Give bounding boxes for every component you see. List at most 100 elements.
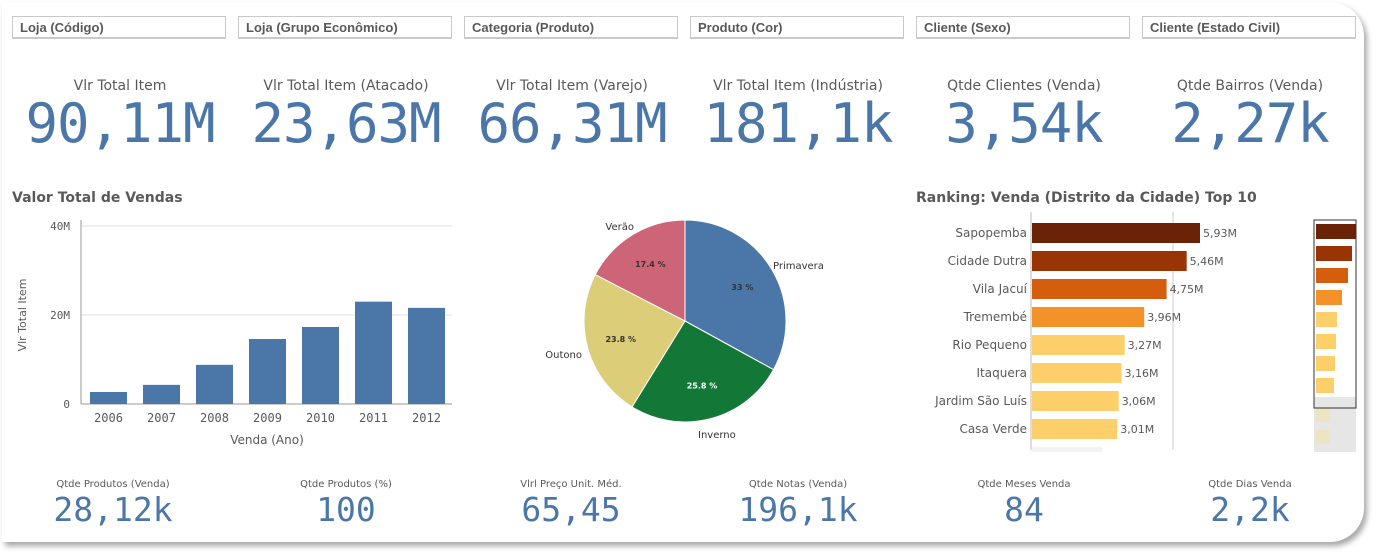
kpi-card-small[interactable]: Qtde Meses Venda 84 <box>924 479 1124 528</box>
minimap-bar <box>1316 268 1348 283</box>
bar-2009[interactable] <box>249 339 286 404</box>
kpi-label: Qtde Notas (Venda) <box>748 479 848 490</box>
kpi-card[interactable]: Qtde Clientes (Venda) 3,54k <box>914 78 1134 152</box>
minimap-bar <box>1316 430 1330 444</box>
rank-bar-partial <box>1032 447 1102 452</box>
kpi-card-small[interactable]: Qtde Produtos (Venda) 28,12k <box>13 479 213 528</box>
ranking-title: Ranking: Venda (Distrito da Cidade) Top … <box>916 190 1257 206</box>
season-pie-chart[interactable]: 33 % Primavera 25.8 % Inverno 23.8 % Outono 17… <box>530 205 830 450</box>
kpi-card[interactable]: Vlr Total Item 90,11M <box>10 78 230 152</box>
pie-percent-label: 17.4 % <box>635 260 666 269</box>
bar-2008[interactable] <box>196 364 233 404</box>
pie-category-label: Outono <box>545 350 582 361</box>
filter-listbox[interactable]: Loja (Grupo Econômico) <box>238 16 452 39</box>
sales-chart-title: Valor Total de Vendas <box>12 190 183 206</box>
filter-label: Cliente (Estado Civil) <box>1150 20 1281 35</box>
filter-label: Categoria (Produto) <box>472 20 595 35</box>
minimap-bar <box>1316 408 1330 422</box>
kpi-label: Vlr Total Item (Indústria) <box>713 78 883 94</box>
pie-slice-Verão[interactable] <box>594 219 686 322</box>
bar-2010[interactable] <box>302 327 339 404</box>
kpi-card[interactable]: Vlr Total Item (Atacado) 23,63M <box>236 78 456 152</box>
rank-value-label: 5,46M <box>1190 255 1224 268</box>
pie-percent-label: 33 % <box>731 283 753 292</box>
rank-value-label: 3,96M <box>1147 311 1181 324</box>
kpi-value: 84 <box>1004 490 1044 529</box>
filter-label: Produto (Cor) <box>698 20 783 35</box>
pie-slice-Outono[interactable] <box>583 273 686 408</box>
rank-category-label: Cidade Dutra <box>948 254 1027 268</box>
x-tick-label: 2009 <box>253 411 282 425</box>
filter-listbox[interactable]: Categoria (Produto) <box>464 16 678 39</box>
kpi-card-small[interactable]: Qtde Notas (Venda) 196,1k <box>698 479 898 528</box>
x-tick-label: 2010 <box>306 411 335 425</box>
rank-category-label: Vila Jacuí <box>973 282 1028 296</box>
kpi-label: Vlr Total Item (Atacado) <box>263 78 429 94</box>
pie-slice-Primavera[interactable] <box>684 219 787 371</box>
y-axis-title: Vlr Total Item <box>16 279 29 352</box>
x-axis-title: Venda (Ano) <box>230 433 304 447</box>
rank-bar[interactable] <box>1032 307 1145 327</box>
minimap-bar <box>1316 312 1337 327</box>
bar-2011[interactable] <box>355 301 392 404</box>
rank-value-label: 4,75M <box>1170 283 1204 296</box>
kpi-value: 196,1k <box>738 490 858 529</box>
kpi-value: 3,54k <box>945 92 1104 155</box>
kpi-value: 28,12k <box>53 490 173 529</box>
ranking-bar-chart[interactable]: Sapopemba 5,93M Cidade Dutra 5,46M Vila Jacu… <box>900 212 1365 452</box>
minimap-scroll-window[interactable] <box>1313 219 1357 409</box>
x-tick-label: 2012 <box>412 411 441 425</box>
rank-bar[interactable] <box>1032 223 1200 243</box>
y-tick-label: 20M <box>50 309 70 322</box>
kpi-label: Vlr Total Item <box>73 78 167 94</box>
x-tick-label: 2007 <box>147 411 176 425</box>
filter-listbox[interactable]: Produto (Cor) <box>690 16 904 39</box>
rank-bar[interactable] <box>1032 391 1119 411</box>
sales-bar-chart[interactable]: 0 20M 40M 2006 2007 2008 2009 2010 2011 2012 Venda… <box>0 210 470 455</box>
kpi-label: Qtde Dias Venda <box>1208 479 1292 490</box>
bar-2007[interactable] <box>143 384 180 404</box>
kpi-value: 23,63M <box>251 92 441 155</box>
filter-label: Loja (Código) <box>20 20 104 35</box>
kpi-card-small[interactable]: Qtde Produtos (%) 100 <box>246 479 446 528</box>
x-tick-label: 2008 <box>200 411 229 425</box>
filter-listbox[interactable]: Loja (Código) <box>12 16 226 39</box>
rank-category-label: Casa Verde <box>959 422 1027 436</box>
x-tick-label: 2011 <box>359 411 388 425</box>
minimap-bar <box>1316 224 1356 239</box>
rank-value-label: 3,01M <box>1120 423 1154 436</box>
filter-listbox[interactable]: Cliente (Estado Civil) <box>1142 16 1356 39</box>
x-tick-label: 2006 <box>94 411 123 425</box>
kpi-value: 2,2k <box>1210 490 1290 529</box>
kpi-label: Qtde Meses Venda <box>977 479 1071 490</box>
rank-bar[interactable] <box>1032 363 1122 383</box>
y-tick-label: 0 <box>63 398 70 411</box>
rank-category-label: Itaquera <box>977 366 1028 380</box>
pie-percent-label: 25.8 % <box>687 381 718 390</box>
rank-bar[interactable] <box>1032 279 1167 299</box>
bar-2012[interactable] <box>408 307 445 404</box>
rank-bar[interactable] <box>1032 335 1125 355</box>
rank-category-label: Tremembé <box>963 310 1027 324</box>
rank-value-label: 3,06M <box>1122 395 1156 408</box>
kpi-label: Qtde Bairros (Venda) <box>1176 78 1324 94</box>
pie-category-label: Verão <box>605 222 634 233</box>
bar-2006[interactable] <box>90 391 127 404</box>
rank-value-label: 3,27M <box>1128 339 1162 352</box>
filter-listbox[interactable]: Cliente (Sexo) <box>916 16 1130 39</box>
rank-bar[interactable] <box>1032 251 1187 271</box>
kpi-card[interactable]: Qtde Bairros (Venda) 2,27k <box>1140 78 1360 152</box>
kpi-value: 181,1k <box>703 92 893 155</box>
kpi-card-small[interactable]: Vlrl Preço Unit. Méd. 65,45 <box>471 479 671 528</box>
rank-bar[interactable] <box>1032 419 1118 439</box>
kpi-card[interactable]: Vlr Total Item (Varejo) 66,31M <box>462 78 682 152</box>
kpi-label: Qtde Produtos (%) <box>300 479 392 490</box>
kpi-card[interactable]: Vlr Total Item (Indústria) 181,1k <box>688 78 908 152</box>
kpi-value: 90,11M <box>25 92 215 155</box>
pie-percent-label: 23.8 % <box>605 335 636 344</box>
kpi-card-small[interactable]: Qtde Dias Venda 2,2k <box>1150 479 1350 528</box>
pie-slice-Inverno[interactable] <box>631 320 775 423</box>
minimap-bar <box>1316 356 1335 371</box>
filter-label: Loja (Grupo Econômico) <box>246 20 398 35</box>
filter-label: Cliente (Sexo) <box>924 20 1011 35</box>
